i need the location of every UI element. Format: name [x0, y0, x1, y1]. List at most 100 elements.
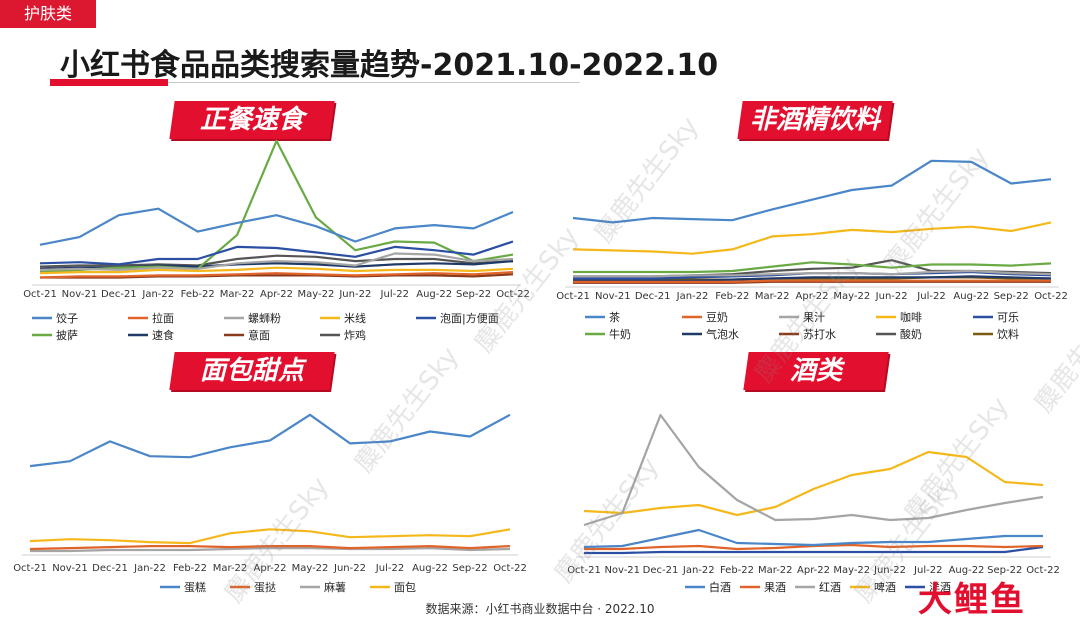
series-line-红酒 — [583, 413, 1044, 527]
x-tick-label: Oct-22 — [1026, 565, 1060, 576]
series-line-蛋挞 — [29, 544, 511, 551]
x-tick-label: Jul-22 — [913, 565, 942, 576]
series-line-果汁 — [573, 269, 1052, 278]
x-tick-label: Aug-22 — [949, 565, 985, 576]
x-tick-label: Aug-22 — [412, 563, 448, 574]
legend-label: 啤酒 — [874, 580, 896, 594]
legend-label: 酸奶 — [900, 327, 922, 341]
brand-logo: 大鲤鱼 — [918, 580, 1026, 620]
x-tick-label: Aug-22 — [953, 291, 989, 302]
legend-label: 麻薯 — [324, 580, 346, 594]
x-tick-label: Dec-21 — [643, 565, 679, 576]
series-line-螺蛳粉 — [39, 252, 514, 271]
x-tick-label: Jan-22 — [141, 289, 174, 300]
x-tick-label: Aug-22 — [416, 289, 452, 300]
legend-label: 咖啡 — [900, 310, 922, 324]
legend-label: 牛奶 — [609, 327, 631, 341]
x-tick-label: Feb-22 — [715, 291, 749, 302]
legend-label: 饺子 — [56, 311, 78, 325]
x-tick-label: Oct-22 — [1034, 291, 1068, 302]
x-tick-label: Feb-22 — [720, 565, 754, 576]
x-tick-label: May-22 — [833, 291, 870, 302]
x-tick-label: Nov-21 — [595, 291, 631, 302]
x-tick-label: Jun-22 — [873, 565, 906, 576]
x-tick-label: Apr-22 — [797, 565, 830, 576]
category-corner-tag: 护肤类 — [0, 0, 96, 28]
x-tick-label: Apr-22 — [254, 563, 287, 574]
legend-label: 米线 — [344, 311, 366, 325]
x-tick-label: Oct-21 — [567, 565, 601, 576]
x-tick-label: Dec-21 — [635, 291, 671, 302]
series-line-啤酒 — [583, 450, 1044, 517]
legend-label: 拉面 — [152, 311, 174, 325]
series-line-炸鸡 — [39, 254, 514, 268]
legend-label: 蛋挞 — [254, 580, 276, 594]
x-tick-label: Jan-22 — [133, 563, 166, 574]
x-tick-label: Mar-22 — [758, 565, 793, 576]
legend-label: 披萨 — [56, 328, 78, 342]
x-tick-label: Jul-22 — [916, 291, 945, 302]
series-line-蛋糕 — [29, 413, 511, 468]
series-line-拉面 — [39, 271, 514, 279]
x-tick-label: Dec-21 — [92, 563, 128, 574]
x-tick-label: Jun-22 — [338, 289, 371, 300]
x-tick-label: Feb-22 — [173, 563, 207, 574]
x-tick-label: Sep-22 — [452, 563, 487, 574]
x-tick-label: Dec-21 — [101, 289, 137, 300]
series-line-麻薯 — [30, 546, 511, 553]
data-source-footer: 数据来源：小红书商业数据中台 · 2022.10 — [425, 602, 655, 616]
legend-label: 白酒 — [709, 580, 731, 594]
legend-label: 泡面|方便面 — [440, 311, 499, 325]
legend-label: 可乐 — [997, 311, 1019, 324]
x-tick-label: Nov-21 — [52, 563, 88, 574]
series-line-白酒 — [583, 528, 1043, 549]
legend-label: 气泡水 — [706, 327, 739, 341]
title-accent-bar — [50, 79, 168, 86]
x-tick-label: Apr-22 — [260, 289, 293, 300]
x-tick-label: Nov-21 — [604, 565, 640, 576]
legend-label: 饮料 — [997, 327, 1019, 341]
legend-label: 洋酒 — [929, 580, 951, 594]
x-tick-label: Mar-22 — [220, 289, 255, 300]
legend-label: 茶 — [609, 311, 620, 324]
x-tick-label: Mar-22 — [213, 563, 248, 574]
x-tick-label: Oct-21 — [23, 289, 57, 300]
x-tick-label: Oct-21 — [556, 291, 590, 302]
series-line-面包 — [29, 528, 511, 545]
series-line-披萨 — [39, 139, 514, 274]
x-tick-label: Sep-22 — [456, 289, 491, 300]
x-tick-label: Feb-22 — [181, 289, 215, 300]
x-tick-label: Sep-22 — [994, 291, 1029, 302]
x-tick-label: Jan-22 — [682, 565, 715, 576]
legend-label: 果汁 — [803, 311, 825, 324]
x-tick-label: May-22 — [297, 289, 334, 300]
x-tick-label: Jan-22 — [676, 291, 709, 302]
x-tick-label: Oct-22 — [493, 563, 527, 574]
page-title: 小红书食品品类搜索量趋势-2021.10-2022.10 — [60, 48, 719, 83]
legend-label: 炸鸡 — [344, 328, 366, 342]
x-tick-label: Apr-22 — [796, 291, 829, 302]
legend-label: 苏打水 — [803, 327, 836, 341]
x-tick-label: Nov-21 — [62, 289, 98, 300]
legend-label: 果酒 — [764, 581, 786, 594]
x-tick-label: Jul-22 — [375, 563, 404, 574]
series-line-牛奶 — [573, 261, 1052, 274]
series-line-米线 — [39, 266, 514, 275]
legend-label: 豆奶 — [706, 310, 728, 324]
legend-label: 红酒 — [819, 581, 841, 594]
series-line-洋酒 — [584, 545, 1044, 555]
x-tick-label: Jun-22 — [333, 563, 366, 574]
legend-label: 螺蛳粉 — [248, 312, 281, 325]
x-tick-label: Jun-22 — [875, 291, 908, 302]
series-line-饺子 — [39, 207, 514, 246]
series-line-咖啡 — [572, 221, 1052, 255]
legend-label: 速食 — [152, 328, 174, 342]
legend-label: 意面 — [248, 328, 270, 342]
series-line-豆奶 — [573, 279, 1051, 283]
x-tick-label: Sep-22 — [987, 565, 1022, 576]
x-tick-label: Oct-21 — [13, 563, 47, 574]
